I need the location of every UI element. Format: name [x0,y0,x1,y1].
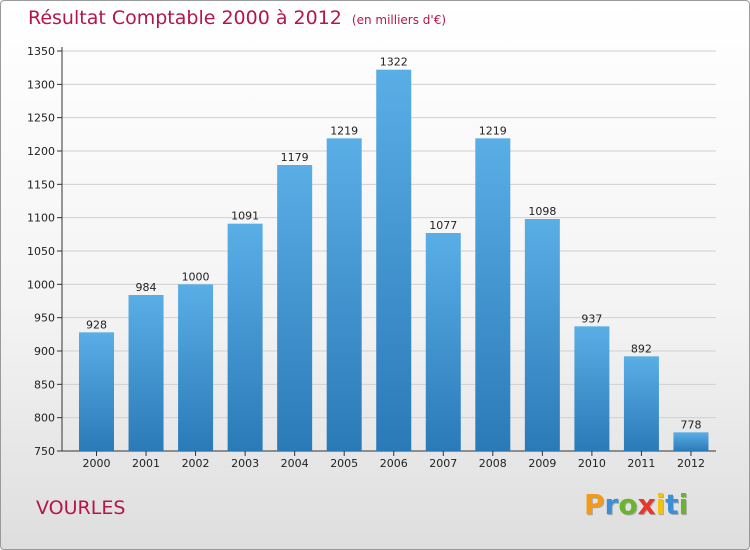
y-tick-label: 1100 [27,212,55,225]
bar-value-label: 1322 [380,56,408,69]
bar-value-label: 1179 [281,151,309,164]
bar [79,332,114,451]
x-tick-label: 2007 [429,457,457,470]
y-tick-label: 800 [34,412,55,425]
bar [623,356,659,451]
y-tick-label: 850 [34,378,55,391]
bar-value-label: 1098 [528,205,556,218]
bar [574,326,610,451]
bar [475,138,511,452]
bar-value-label: 928 [86,318,107,331]
x-tick-label: 2011 [627,457,655,470]
commune-name: VOURLES [36,497,126,519]
bar [524,219,560,451]
bar-value-label: 1219 [330,124,358,137]
y-tick-label: 1000 [27,278,55,291]
y-tick-label: 1050 [27,245,55,258]
logo-letter: o [618,488,638,521]
x-tick-label: 2004 [281,457,309,470]
x-tick-label: 2012 [677,457,705,470]
x-tick-label: 2006 [380,457,408,470]
bar [425,233,461,451]
logo-letter: P [584,488,605,521]
y-tick-label: 950 [34,312,55,325]
y-tick-label: 900 [34,345,55,358]
x-tick-label: 2009 [528,457,556,470]
bar-value-label: 892 [631,342,652,355]
logo-letter: r [604,488,619,521]
bar [376,69,412,452]
y-tick-label: 1250 [27,112,55,125]
bar [326,138,362,452]
x-tick-label: 2002 [182,457,210,470]
y-tick-label: 1300 [27,78,55,91]
bar [673,432,709,451]
bar-value-label: 778 [680,418,701,431]
logo-letter: x [637,488,656,521]
bar-value-label: 1077 [429,219,457,232]
bar-value-label: 937 [581,312,602,325]
x-tick-label: 2008 [479,457,507,470]
y-tick-label: 1150 [27,178,55,191]
y-tick-label: 750 [34,445,55,458]
bar-value-label: 1000 [182,270,210,283]
x-tick-label: 2005 [330,457,358,470]
bar [227,223,263,451]
bar [178,284,214,451]
bar-value-label: 1091 [231,210,259,223]
y-tick-label: 1350 [27,45,55,58]
bar [277,165,313,451]
chart-title-text: Résultat Comptable 2000 à 2012 [28,7,342,29]
bar-value-label: 984 [136,281,157,294]
proxiti-logo: Proxiti [584,488,688,521]
y-tick-label: 1200 [27,145,55,158]
chart-subtitle: (en milliers d'€) [351,13,447,27]
logo-letter: i [655,488,666,521]
x-tick-label: 2000 [83,457,111,470]
bar [128,295,164,451]
logo-letter: i [678,488,689,521]
x-tick-label: 2010 [578,457,606,470]
bar-value-label: 1219 [479,124,507,137]
x-tick-label: 2001 [132,457,160,470]
chart-title: Résultat Comptable 2000 à 2012 (en millie… [28,7,446,29]
logo-letter: t [665,488,679,521]
x-tick-label: 2003 [231,457,259,470]
